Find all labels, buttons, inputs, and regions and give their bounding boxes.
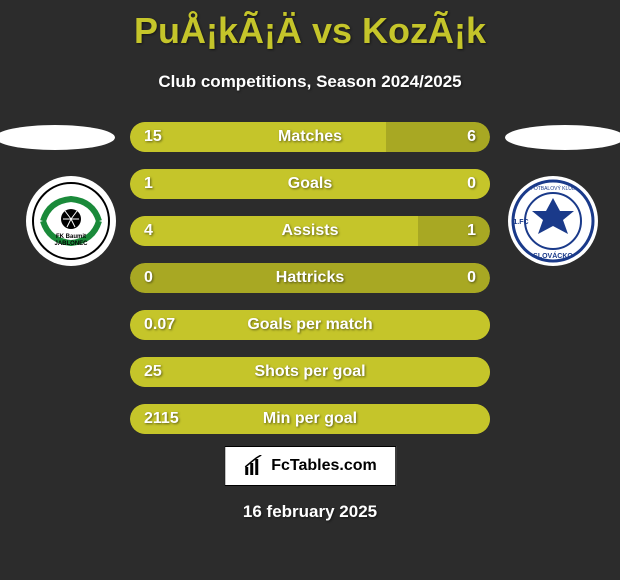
stat-label: Shots per goal	[254, 363, 365, 381]
svg-text:JABLONEC: JABLONEC	[54, 241, 88, 247]
branding-text: FcTables.com	[271, 457, 377, 475]
stat-label: Hattricks	[276, 269, 344, 287]
stat-label: Assists	[282, 222, 339, 240]
club-logo-right: FOTBALOVÝ KLUB SLOVÁCKO 1.FC	[508, 176, 598, 266]
svg-text:FK Baumit: FK Baumit	[56, 234, 86, 240]
stat-value-right: 0	[467, 175, 476, 193]
stat-row: 0.07 Goals per match	[130, 310, 490, 340]
stat-value-left: 4	[144, 222, 153, 240]
stat-value-left: 0.07	[144, 316, 175, 334]
stat-value-left: 2115	[144, 410, 179, 428]
date-label: 16 february 2025	[243, 502, 377, 522]
stat-left-fill	[130, 122, 386, 152]
stat-value-right: 0	[467, 269, 476, 287]
stat-row: 4 Assists 1	[130, 216, 490, 246]
stat-left-fill	[130, 216, 418, 246]
stat-label: Min per goal	[263, 410, 357, 428]
stat-label: Goals	[288, 175, 332, 193]
stat-value-left: 0	[144, 269, 153, 287]
stat-value-right: 1	[467, 222, 476, 240]
svg-text:1.FC: 1.FC	[513, 219, 528, 226]
stat-row: 25 Shots per goal	[130, 357, 490, 387]
page-subtitle: Club competitions, Season 2024/2025	[0, 72, 620, 92]
svg-text:SLOVÁCKO: SLOVÁCKO	[533, 251, 573, 260]
stat-value-left: 1	[144, 175, 153, 193]
chart-icon	[243, 455, 265, 477]
stat-row: 15 Matches 6	[130, 122, 490, 152]
stat-row: 2115 Min per goal	[130, 404, 490, 434]
jablonec-logo-icon: FK Baumit JABLONEC	[31, 181, 111, 261]
stats-container: 15 Matches 6 1 Goals 0 4 Assists 1 0 Hattricks 0 0.0…	[130, 122, 490, 451]
ellipse-right	[505, 125, 620, 150]
stat-label: Matches	[278, 128, 342, 146]
stat-label: Goals per match	[247, 316, 372, 334]
stat-value-right: 6	[467, 128, 476, 146]
stat-value-left: 15	[144, 128, 162, 146]
ellipse-left	[0, 125, 115, 150]
slovacko-logo-icon: FOTBALOVÝ KLUB SLOVÁCKO 1.FC	[508, 176, 598, 266]
svg-text:FOTBALOVÝ KLUB: FOTBALOVÝ KLUB	[531, 185, 576, 192]
stat-row: 1 Goals 0	[130, 169, 490, 199]
club-logo-left: FK Baumit JABLONEC	[26, 176, 116, 266]
page-title: PuÅ¡kÃ¡Ä vs KozÃ¡k	[0, 0, 620, 52]
stat-row: 0 Hattricks 0	[130, 263, 490, 293]
branding-box: FcTables.com	[224, 446, 396, 486]
stat-value-left: 25	[144, 363, 162, 381]
